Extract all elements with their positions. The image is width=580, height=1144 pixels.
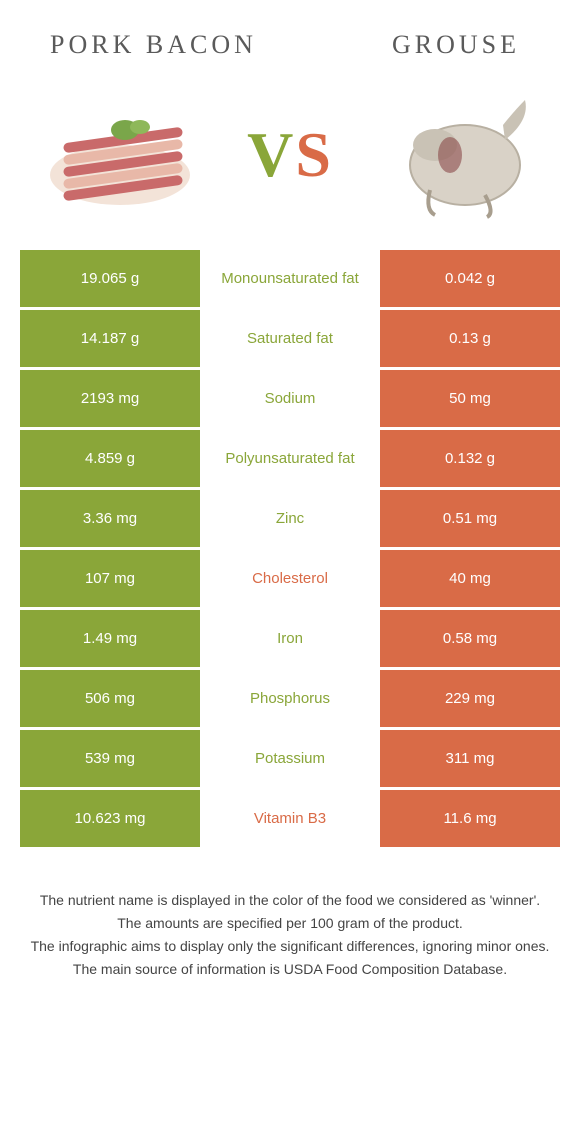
bacon-image <box>30 90 210 220</box>
nutrient-name: Phosphorus <box>250 690 330 707</box>
nutrient-name-cell: Sodium <box>200 370 380 427</box>
left-value-cell: 506 mg <box>20 670 200 727</box>
left-value-cell: 1.49 mg <box>20 610 200 667</box>
nutrient-name-cell: Vitamin B3 <box>200 790 380 847</box>
vs-s: S <box>295 119 333 190</box>
table-row: 506 mg Phosphorus 229 mg <box>20 670 560 730</box>
left-value-cell: 4.859 g <box>20 430 200 487</box>
nutrient-name-cell: Saturated fat <box>200 310 380 367</box>
table-row: 107 mg Cholesterol 40 mg <box>20 550 560 610</box>
table-row: 539 mg Potassium 311 mg <box>20 730 560 790</box>
nutrient-name-cell: Monounsaturated fat <box>200 250 380 307</box>
right-value-cell: 11.6 mg <box>380 790 560 847</box>
footer-line-2: The amounts are specified per 100 gram o… <box>30 913 550 934</box>
nutrient-name-cell: Zinc <box>200 490 380 547</box>
right-value-cell: 0.13 g <box>380 310 560 367</box>
left-value-cell: 539 mg <box>20 730 200 787</box>
nutrient-name-cell: Phosphorus <box>200 670 380 727</box>
nutrient-name-cell: Polyunsaturated fat <box>200 430 380 487</box>
table-row: 19.065 g Monounsaturated fat 0.042 g <box>20 250 560 310</box>
bacon-icon <box>35 95 205 215</box>
right-value-cell: 0.132 g <box>380 430 560 487</box>
nutrient-name: Monounsaturated fat <box>221 270 359 287</box>
vs-label: VS <box>247 118 333 192</box>
footer-line-3: The infographic aims to display only the… <box>30 936 550 957</box>
right-value-cell: 0.51 mg <box>380 490 560 547</box>
left-value-cell: 3.36 mg <box>20 490 200 547</box>
images-row: VS <box>0 70 580 250</box>
left-value-cell: 14.187 g <box>20 310 200 367</box>
nutrient-name: Potassium <box>255 750 325 767</box>
right-value-cell: 0.58 mg <box>380 610 560 667</box>
nutrient-name: Cholesterol <box>252 570 328 587</box>
header-row: Pork bacon Grouse <box>0 0 580 70</box>
footer-line-4: The main source of information is USDA F… <box>30 959 550 980</box>
table-row: 3.36 mg Zinc 0.51 mg <box>20 490 560 550</box>
footer-notes: The nutrient name is displayed in the co… <box>0 850 580 980</box>
table-row: 1.49 mg Iron 0.58 mg <box>20 610 560 670</box>
right-value-cell: 311 mg <box>380 730 560 787</box>
nutrient-name: Iron <box>277 630 303 647</box>
table-row: 4.859 g Polyunsaturated fat 0.132 g <box>20 430 560 490</box>
grouse-icon <box>375 85 545 225</box>
left-value-cell: 10.623 mg <box>20 790 200 847</box>
nutrient-name: Zinc <box>276 510 304 527</box>
nutrient-name: Saturated fat <box>247 330 333 347</box>
right-food-title: Grouse <box>392 30 520 60</box>
right-value-cell: 40 mg <box>380 550 560 607</box>
right-value-cell: 229 mg <box>380 670 560 727</box>
nutrient-table: 19.065 gMonounsaturated fat0.042 g14.187… <box>0 250 580 850</box>
right-value-cell: 50 mg <box>380 370 560 427</box>
right-value-cell: 0.042 g <box>380 250 560 307</box>
table-row: 2193 mg Sodium 50 mg <box>20 370 560 430</box>
nutrient-name: Sodium <box>265 390 316 407</box>
vs-v: V <box>247 119 295 190</box>
nutrient-name: Polyunsaturated fat <box>225 450 354 467</box>
left-value-cell: 2193 mg <box>20 370 200 427</box>
footer-line-1: The nutrient name is displayed in the co… <box>30 890 550 911</box>
left-value-cell: 107 mg <box>20 550 200 607</box>
left-food-title: Pork bacon <box>50 30 257 60</box>
nutrient-name-cell: Potassium <box>200 730 380 787</box>
table-row: 14.187 g Saturated fat 0.13 g <box>20 310 560 370</box>
table-row: 10.623 mg Vitamin B3 11.6 mg <box>20 790 560 850</box>
nutrient-name-cell: Iron <box>200 610 380 667</box>
nutrient-name: Vitamin B3 <box>254 810 326 827</box>
nutrient-name-cell: Cholesterol <box>200 550 380 607</box>
left-value-cell: 19.065 g <box>20 250 200 307</box>
grouse-image <box>370 90 550 220</box>
